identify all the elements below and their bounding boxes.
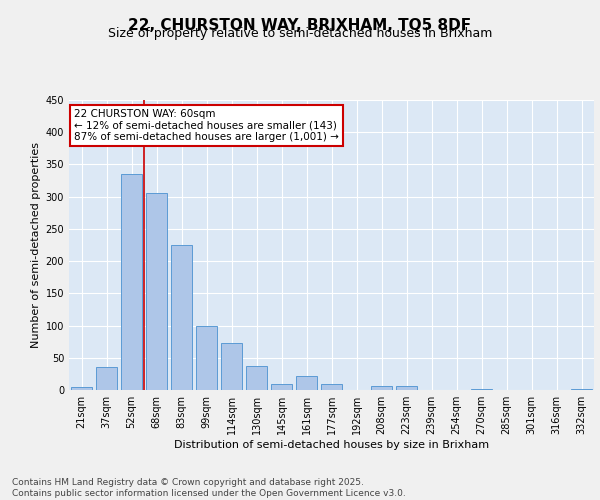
Bar [396, 386, 417, 390]
Bar [196, 326, 217, 390]
Bar [321, 384, 342, 390]
Text: 22, CHURSTON WAY, BRIXHAM, TQ5 8DF: 22, CHURSTON WAY, BRIXHAM, TQ5 8DF [128, 18, 472, 32]
Bar [171, 245, 192, 390]
Text: 22 CHURSTON WAY: 60sqm
← 12% of semi-detached houses are smaller (143)
87% of se: 22 CHURSTON WAY: 60sqm ← 12% of semi-det… [74, 108, 339, 142]
Bar [71, 387, 92, 390]
Bar [246, 366, 267, 390]
Text: Size of property relative to semi-detached houses in Brixham: Size of property relative to semi-detach… [108, 28, 492, 40]
Text: Contains HM Land Registry data © Crown copyright and database right 2025.
Contai: Contains HM Land Registry data © Crown c… [12, 478, 406, 498]
X-axis label: Distribution of semi-detached houses by size in Brixham: Distribution of semi-detached houses by … [174, 440, 489, 450]
Bar [271, 384, 292, 390]
Bar [96, 368, 117, 390]
Bar [296, 376, 317, 390]
Bar [146, 194, 167, 390]
Y-axis label: Number of semi-detached properties: Number of semi-detached properties [31, 142, 41, 348]
Bar [121, 174, 142, 390]
Bar [221, 343, 242, 390]
Bar [371, 386, 392, 390]
